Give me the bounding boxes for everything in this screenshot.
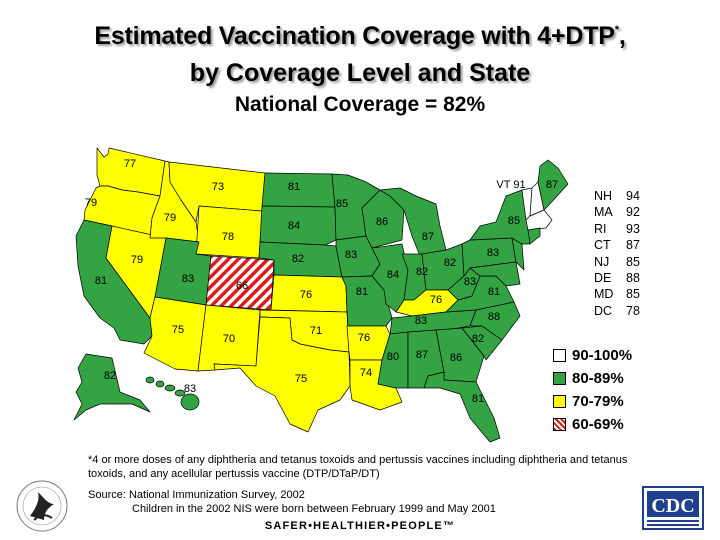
state-label-nv: 79 <box>131 254 143 266</box>
small-state-abbr: CT <box>594 238 611 253</box>
title-asterisk: * <box>614 24 619 36</box>
state-label-id: 79 <box>164 212 176 224</box>
state-label-mn: 85 <box>336 198 348 210</box>
legend-item-70-79: 70-79% <box>553 390 632 413</box>
small-states-list: NH 94 MA 92 RI 93 CT 87 NJ 85 DE 88 MD 85 DC 78 <box>594 188 640 319</box>
hhs-eagle-logo <box>16 480 68 532</box>
state-fl <box>423 371 501 443</box>
state-label-hi: 83 <box>184 383 196 395</box>
state-label-wv: 83 <box>464 276 476 288</box>
small-state-value: 78 <box>626 303 640 318</box>
state-label-nd: 81 <box>288 181 300 193</box>
cdc-logo: CDC <box>642 486 704 530</box>
legend-item-60-69: 60-69% <box>553 413 632 436</box>
title-comma: , <box>618 22 626 50</box>
state-label-la: 74 <box>360 367 372 379</box>
small-state-abbr: MD <box>594 287 614 302</box>
title-text: Estimated Vaccination Coverage with 4+DT… <box>94 22 615 50</box>
state-me <box>537 159 569 211</box>
small-state-row: MD 85 <box>594 286 640 302</box>
state-ct <box>527 227 541 245</box>
legend: 90-100% 80-89% 70-79% 60-69% <box>553 344 632 436</box>
state-label-oh: 82 <box>444 257 456 269</box>
small-state-value: 87 <box>626 238 640 253</box>
state-label-ak: 82 <box>104 370 116 382</box>
small-state-value: 92 <box>626 205 640 220</box>
state-label-wy: 78 <box>222 231 234 243</box>
small-state-abbr: RI <box>594 221 607 236</box>
title-line-2: by Coverage Level and State <box>189 59 531 87</box>
state-label-vt: VT 91 <box>496 179 525 191</box>
state-label-sd: 84 <box>288 220 300 232</box>
state-label-va: 81 <box>488 286 500 298</box>
state-ak <box>73 353 151 421</box>
national-coverage: National Coverage = 82% <box>234 93 486 116</box>
source-note: Source: National Immunization Survey, 20… <box>88 489 305 501</box>
small-state-value: 88 <box>626 271 640 286</box>
small-state-value: 85 <box>626 254 640 269</box>
state-label-ar: 76 <box>358 332 370 344</box>
small-state-row: CT 87 <box>594 237 640 253</box>
small-state-value: 93 <box>626 221 640 236</box>
state-label-pa: 83 <box>487 247 499 259</box>
small-state-row: NH 94 <box>594 188 640 204</box>
small-state-abbr: MA <box>594 205 613 220</box>
state-label-ne: 82 <box>292 253 304 265</box>
state-label-ia: 83 <box>345 249 357 261</box>
state-label-ga: 86 <box>450 352 462 364</box>
state-label-al: 87 <box>416 349 428 361</box>
state-label-me: 87 <box>546 179 558 191</box>
state-label-mo: 81 <box>356 286 368 298</box>
small-state-value: 94 <box>626 189 640 203</box>
state-label-wi: 86 <box>376 216 388 228</box>
state-label-or: 79 <box>85 197 97 209</box>
legend-item-80-89: 80-89% <box>553 367 632 390</box>
title-line-1: Estimated Vaccination Coverage with 4+DT… <box>0 22 720 51</box>
state-label-ky: 76 <box>430 294 442 306</box>
state-label-ks: 76 <box>300 289 312 301</box>
state-label-tn: 83 <box>415 315 427 327</box>
legend-swatch <box>553 395 566 408</box>
state-label-ms: 80 <box>387 351 399 363</box>
small-state-abbr: NH <box>594 189 613 203</box>
state-label-ny: 85 <box>508 215 520 227</box>
state-label-il: 84 <box>387 269 399 281</box>
small-state-row: MA 92 <box>594 204 640 220</box>
state-sd <box>259 205 337 246</box>
state-hi <box>145 376 200 411</box>
legend-swatch <box>553 372 566 385</box>
small-state-row: DC 78 <box>594 303 640 319</box>
small-state-abbr: NJ <box>594 254 610 269</box>
state-label-wa: 77 <box>124 158 136 170</box>
state-label-co: 66 <box>236 280 248 292</box>
state-label-sc: 82 <box>472 333 484 345</box>
footnote: *4 or more doses of any diphtheria and t… <box>88 454 628 480</box>
state-label-ut: 83 <box>182 273 194 285</box>
small-state-row: NJ 85 <box>594 254 640 270</box>
legend-swatch <box>553 349 566 362</box>
state-label-mt: 73 <box>212 181 224 193</box>
legend-item-90-100: 90-100% <box>553 344 632 367</box>
state-label-in: 82 <box>416 266 428 278</box>
legend-swatch <box>553 418 566 431</box>
tagline: SAFER•HEALTHIER•PEOPLE™ <box>264 520 456 532</box>
small-state-abbr: DC <box>594 303 613 318</box>
small-state-value: 85 <box>626 287 640 302</box>
small-state-abbr: DE <box>594 271 612 286</box>
state-label-mi: 87 <box>422 231 434 243</box>
small-state-row: DE 88 <box>594 270 640 286</box>
state-label-ca: 81 <box>95 275 107 287</box>
small-state-row: RI 93 <box>594 221 640 237</box>
state-tx <box>213 316 351 433</box>
birth-range-note: Children in the 2002 NIS were born betwe… <box>132 503 496 515</box>
state-ny <box>469 189 531 245</box>
state-label-nc: 88 <box>488 311 500 323</box>
state-label-az: 75 <box>172 324 184 336</box>
state-label-fl: 81 <box>472 393 484 405</box>
state-label-tx: 75 <box>295 373 307 385</box>
svg-text:CDC: CDC <box>651 495 694 517</box>
state-label-ok: 71 <box>310 325 322 337</box>
state-label-nm: 70 <box>223 333 235 345</box>
